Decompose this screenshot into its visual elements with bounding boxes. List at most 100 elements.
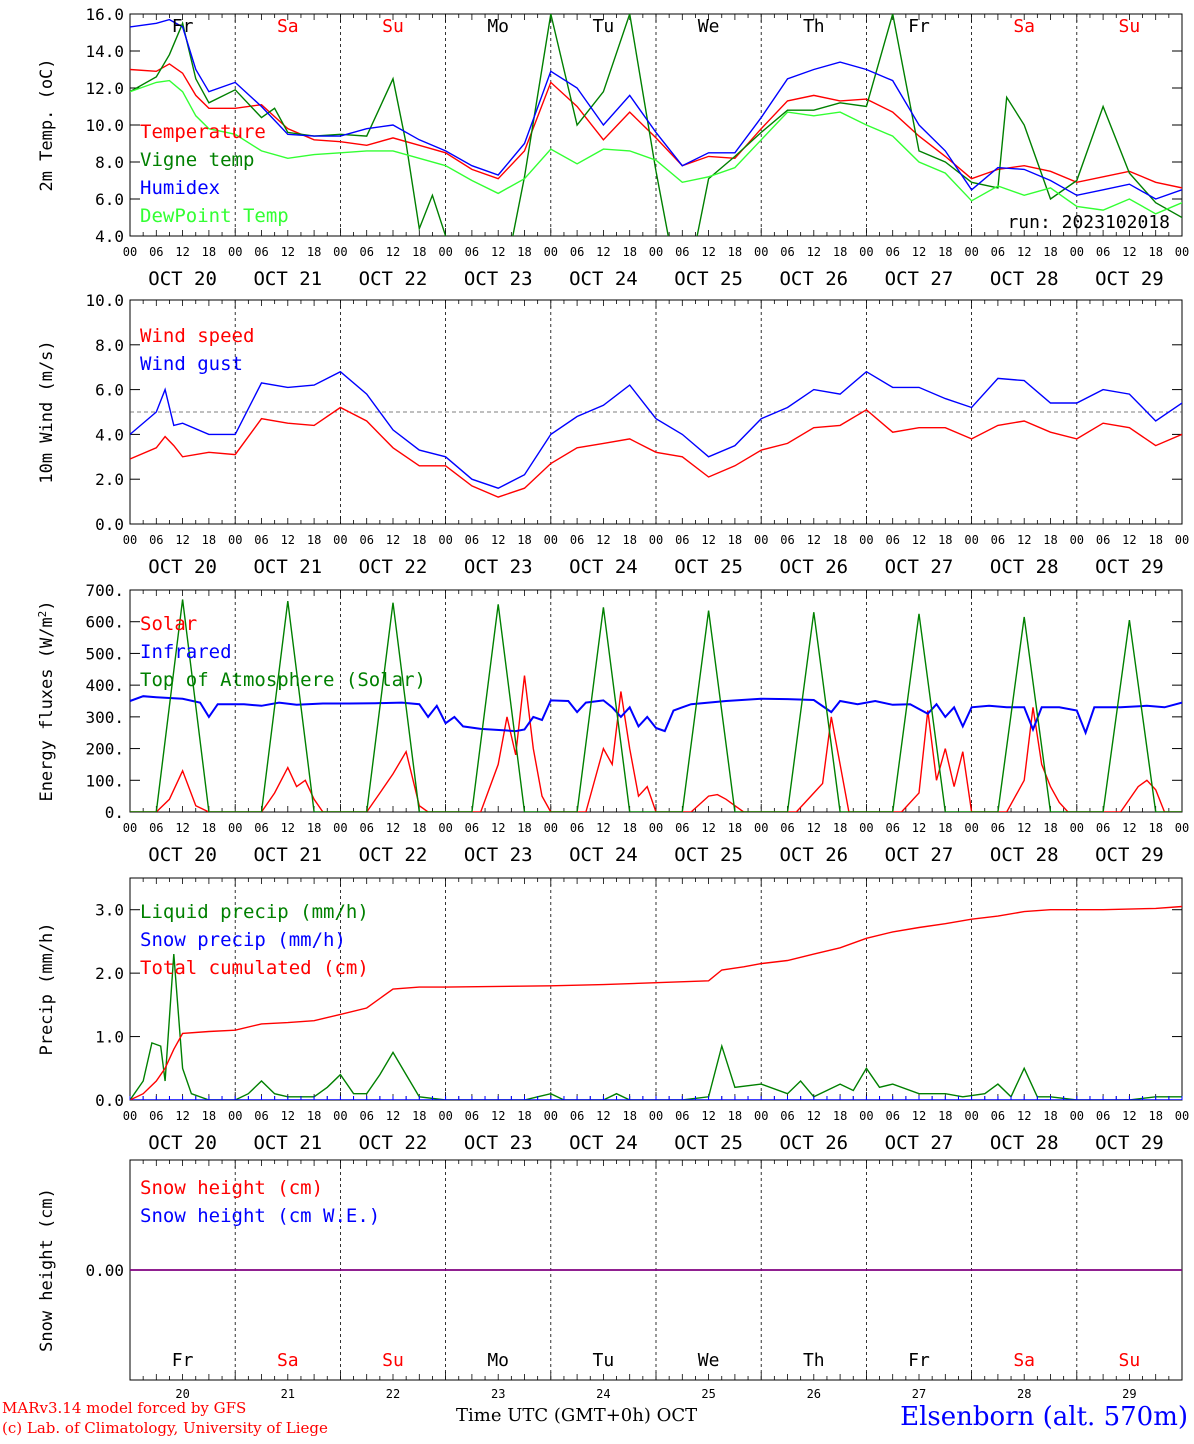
precip-hour-label: 12 (281, 1109, 295, 1123)
x-axis-label: Time UTC (GMT+0h) (456, 1405, 651, 1426)
snow-day-number: 20 (175, 1387, 189, 1401)
temp-legend-3: DewPoint Temp (140, 205, 289, 227)
precip-series-2-line (130, 905, 1182, 1100)
wind-y-tick-label: 8.0 (95, 336, 124, 355)
wind-hour-label: 00 (123, 533, 137, 547)
snow-day-number: 25 (701, 1387, 715, 1401)
precip-hour-label: 12 (175, 1109, 189, 1123)
wind-hour-label: 06 (1096, 533, 1110, 547)
temp-hour-label: 06 (885, 245, 899, 259)
precip-series-0-line (130, 954, 1182, 1100)
precip-y-tick-label: 1.0 (95, 1028, 124, 1047)
flux-y-tick-label: 200. (85, 740, 124, 759)
flux-hour-label: 06 (991, 821, 1005, 835)
temp-dow-label: We (698, 16, 720, 37)
snow-dow-label: Th (803, 1350, 825, 1371)
flux-series-2-line (130, 599, 1182, 812)
wind-hour-label: 18 (1043, 533, 1057, 547)
wind-hour-label: 06 (465, 533, 479, 547)
flux-hour-label: 18 (517, 821, 531, 835)
temp-hour-label: 06 (254, 245, 268, 259)
flux-hour-label: 12 (386, 821, 400, 835)
temp-date-label: OCT 20 (148, 268, 217, 290)
temp-dow-label: Th (803, 16, 825, 37)
precip-hour-label: 06 (885, 1109, 899, 1123)
flux-hour-label: 12 (491, 821, 505, 835)
flux-hour-label: 12 (1017, 821, 1031, 835)
model-credit-line2: (c) Lab. of Climatology, University of L… (2, 1419, 328, 1437)
temp-hour-label: 00 (333, 245, 347, 259)
precip-hour-label: 18 (517, 1109, 531, 1123)
precip-hour-label: 06 (991, 1109, 1005, 1123)
temp-date-label: OCT 25 (674, 268, 743, 290)
temp-hour-label: 00 (1175, 245, 1189, 259)
wind-hour-label: 12 (175, 533, 189, 547)
precip-hour-label: 18 (412, 1109, 426, 1123)
wind-hour-label: 12 (1122, 533, 1136, 547)
temp-date-label: OCT 26 (779, 268, 848, 290)
flux-hour-label: 18 (1148, 821, 1162, 835)
snow-dow-label: We (698, 1350, 720, 1371)
temp-dow-label: Fr (172, 16, 194, 37)
precip-date-label: OCT 29 (1095, 1132, 1164, 1154)
precip-y-tick-label: 0.0 (95, 1091, 124, 1110)
wind-date-label: OCT 22 (359, 556, 428, 578)
temp-dow-label: Mo (487, 16, 509, 37)
flux-y-tick-label: 300. (85, 708, 124, 727)
temp-hour-label: 06 (149, 245, 163, 259)
flux-hour-label: 06 (885, 821, 899, 835)
flux-y-axis-label-sup: 2 (36, 611, 49, 618)
wind-hour-label: 00 (649, 533, 663, 547)
flux-date-label: OCT 26 (779, 844, 848, 866)
flux-date-label: OCT 25 (674, 844, 743, 866)
precip-hour-label: 00 (1070, 1109, 1084, 1123)
precip-date-label: OCT 25 (674, 1132, 743, 1154)
flux-legend-2: Top of Atmosphere (Solar) (140, 669, 426, 691)
snow-dow-label: Fr (908, 1350, 930, 1371)
snow-dow-label: Su (382, 1350, 404, 1371)
flux-hour-label: 00 (1175, 821, 1189, 835)
temp-hour-label: 12 (596, 245, 610, 259)
wind-hour-label: 06 (359, 533, 373, 547)
snow-day-number: 22 (386, 1387, 400, 1401)
temp-hour-label: 12 (701, 245, 715, 259)
temp-hour-label: 12 (807, 245, 821, 259)
wind-hour-label: 18 (412, 533, 426, 547)
precip-hour-label: 18 (833, 1109, 847, 1123)
precip-date-label: OCT 27 (885, 1132, 954, 1154)
temp-date-label: OCT 21 (253, 268, 322, 290)
wind-series-0-line (130, 406, 1182, 498)
temp-dow-label: Su (382, 16, 404, 37)
temp-hour-label: 06 (780, 245, 794, 259)
flux-y-axis-label: Energy fluxes (W/m2) (36, 600, 57, 801)
wind-date-label: OCT 21 (253, 556, 322, 578)
temp-y-tick-label: 14.0 (85, 42, 124, 61)
precip-hour-label: 18 (202, 1109, 216, 1123)
wind-date-label: OCT 24 (569, 556, 638, 578)
flux-hour-label: 00 (964, 821, 978, 835)
flux-legend-0: Solar (140, 613, 197, 635)
temp-hour-label: 00 (859, 245, 873, 259)
wind-hour-label: 06 (675, 533, 689, 547)
precip-hour-label: 06 (465, 1109, 479, 1123)
flux-hour-label: 12 (912, 821, 926, 835)
precip-hour-label: 18 (1043, 1109, 1057, 1123)
wind-legend-0: Wind speed (140, 325, 254, 347)
flux-hour-label: 18 (938, 821, 952, 835)
precip-legend-0: Liquid precip (mm/h) (140, 901, 369, 923)
precip-hour-label: 12 (1017, 1109, 1031, 1123)
precip-hour-label: 00 (964, 1109, 978, 1123)
temp-hour-label: 06 (1096, 245, 1110, 259)
temp-hour-label: 00 (544, 245, 558, 259)
snow-y-tick-label: 0.00 (85, 1261, 124, 1280)
temp-hour-label: 18 (1148, 245, 1162, 259)
flux-y-tick-label: 0. (105, 803, 124, 822)
precip-hour-label: 18 (307, 1109, 321, 1123)
temp-hour-label: 18 (202, 245, 216, 259)
flux-date-label: OCT 21 (253, 844, 322, 866)
temp-hour-label: 12 (491, 245, 505, 259)
flux-y-tick-label: 400. (85, 676, 124, 695)
snow-dow-label: Mo (487, 1350, 509, 1371)
temp-y-tick-label: 10.0 (85, 116, 124, 135)
